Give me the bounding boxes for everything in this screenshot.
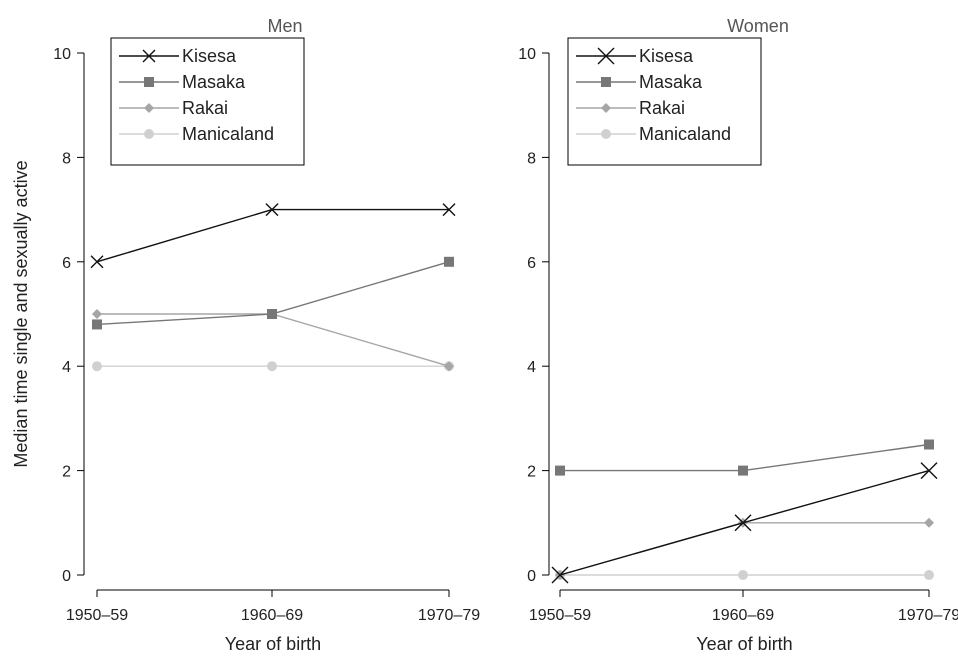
panel-2-x-tick-label: 1960–69 — [712, 607, 774, 624]
panel-2-legend-marker-manicaland — [601, 129, 611, 139]
panel-1-y-tick-label: 0 — [62, 568, 71, 585]
panel-2-point-masaka — [924, 439, 934, 450]
panel-1-point-rakai — [444, 361, 454, 372]
panel-2-point-rakai — [924, 517, 934, 528]
panel-2-legend-label: Kisesa — [639, 46, 694, 66]
panel-1-point-masaka — [267, 309, 277, 319]
panel-1-point-manicaland — [92, 361, 102, 372]
panel-2-point-masaka — [738, 465, 748, 476]
panel-1-legend-marker-masaka — [144, 77, 154, 87]
panel-1-x-tick-label: 1960–69 — [241, 607, 303, 624]
panel-2-point-manicaland — [738, 570, 748, 580]
panel-1-x-tick-label: 1950–59 — [66, 607, 128, 624]
panel-2-y-tick-label: 4 — [527, 359, 536, 376]
panel-2-y-tick-label: 2 — [527, 464, 536, 481]
panel-1-point-masaka — [92, 319, 102, 330]
panel-1-y-tick-label: 2 — [62, 464, 71, 481]
panel-2-legend-label: Rakai — [639, 98, 685, 118]
panel-2-legend-label: Manicaland — [639, 124, 731, 144]
panel-1-x-axis-title: Year of birth — [225, 634, 321, 654]
panel-1-legend-marker-kisesa — [142, 49, 156, 63]
panel-2-point-kisesa — [551, 566, 569, 584]
y-axis-title: Median time single and sexually active — [11, 160, 31, 467]
panel-2-legend-label: Masaka — [639, 72, 703, 92]
panel-2-point-manicaland — [924, 570, 934, 580]
panel-2-title: Women — [727, 16, 789, 36]
panel-2-y-tick-label: 8 — [527, 150, 536, 167]
panel-1-series-line-kisesa — [96, 208, 449, 263]
panel-1-legend-box — [110, 37, 305, 166]
panel-2-y-tick-label: 6 — [527, 255, 536, 272]
panel-2-point-kisesa — [920, 462, 938, 480]
panel-1-legend-label: Manicaland — [182, 124, 274, 144]
panel-1-point-masaka — [444, 256, 454, 267]
panel-1-legend-marker-rakai — [144, 103, 154, 113]
panel-1-point-kisesa — [265, 203, 279, 217]
panel-1-point-kisesa — [90, 255, 104, 269]
panel-2-x-axis-title: Year of birth — [696, 634, 792, 654]
panel-2-legend-marker-rakai — [601, 103, 611, 113]
panel-2-series-line-rakai — [559, 522, 929, 576]
panel-1-y-tick-label: 4 — [62, 359, 71, 376]
panel-1-legend-label: Masaka — [182, 72, 246, 92]
panel-1-y-tick-label: 6 — [62, 255, 71, 272]
panel-2-y-tick-label: 0 — [527, 568, 536, 585]
panel-2-legend-marker-kisesa — [597, 47, 615, 65]
panel-1-legend-marker-manicaland — [144, 129, 154, 139]
panel-2-legend-marker-masaka — [601, 77, 611, 87]
panel-1-y-tick-label: 10 — [53, 46, 71, 63]
panel-1-title: Men — [267, 16, 302, 36]
panel-2-x-tick-label: 1950–59 — [529, 607, 591, 624]
panel-1-y-tick-label: 8 — [62, 150, 71, 167]
panel-2-x-tick-label: 1970–79 — [898, 607, 958, 624]
panel-2-y-tick-label: 10 — [518, 46, 536, 63]
panel-2-legend-box — [567, 37, 762, 166]
panel-2-point-masaka — [555, 465, 565, 476]
panel-1-point-manicaland — [267, 361, 277, 372]
panel-1-legend-label: Rakai — [182, 98, 228, 118]
panel-2-point-kisesa — [734, 514, 752, 532]
panel-1-point-kisesa — [442, 203, 456, 217]
panel-1-point-rakai — [92, 309, 102, 319]
panel-1-legend-label: Kisesa — [182, 46, 237, 66]
panel-1-x-tick-label: 1970–79 — [418, 607, 480, 624]
